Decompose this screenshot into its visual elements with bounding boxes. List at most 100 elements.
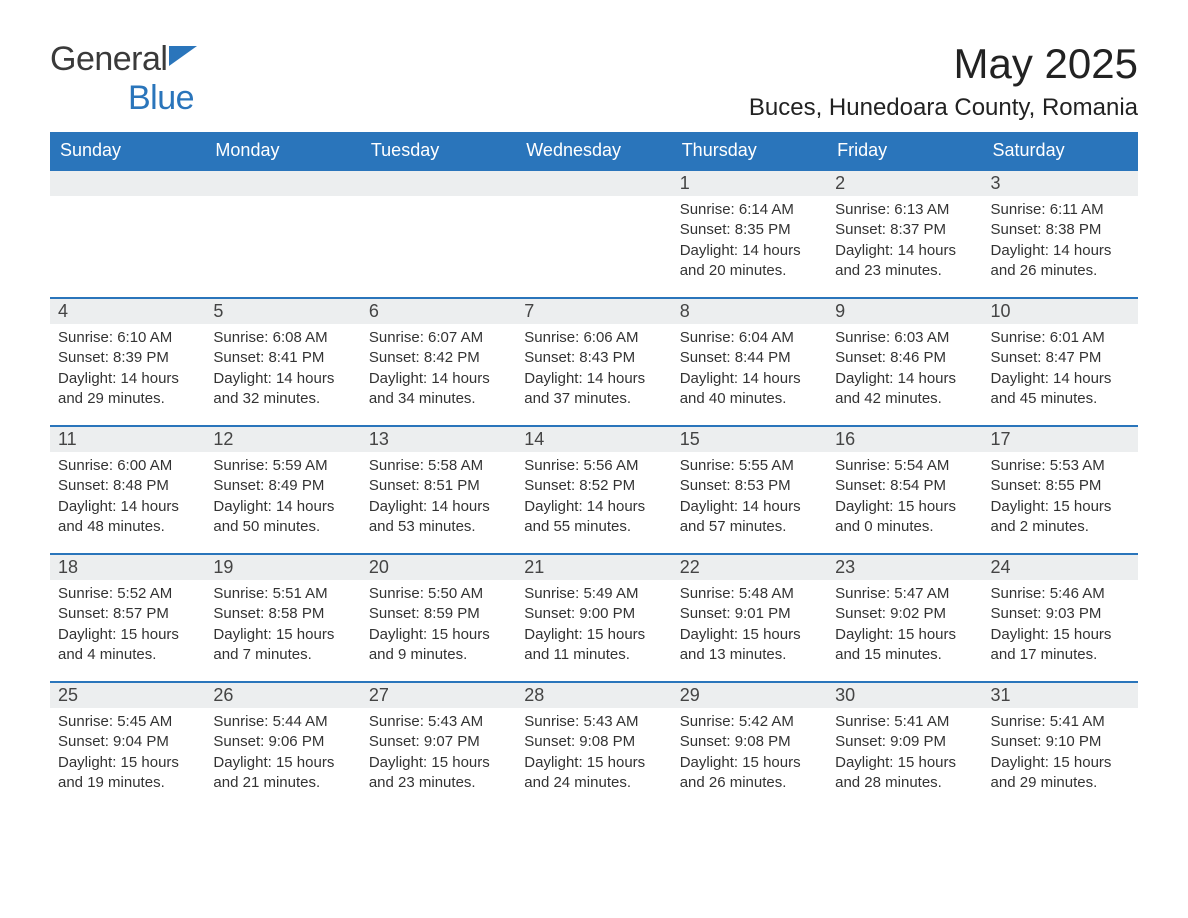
daylight-text: Daylight: 14 hours and 57 minutes. bbox=[680, 497, 819, 538]
day-number: 15 bbox=[672, 427, 827, 452]
sunset-text: Sunset: 8:35 PM bbox=[680, 220, 819, 240]
calendar-cell: 3Sunrise: 6:11 AMSunset: 8:38 PMDaylight… bbox=[983, 170, 1138, 298]
sunset-text: Sunset: 8:43 PM bbox=[524, 348, 663, 368]
daylight-text: Daylight: 14 hours and 23 minutes. bbox=[835, 241, 974, 282]
sunrise-text: Sunrise: 5:48 AM bbox=[680, 584, 819, 604]
day-number: 20 bbox=[361, 555, 516, 580]
month-title: May 2025 bbox=[749, 40, 1138, 88]
day-body: Sunrise: 5:58 AMSunset: 8:51 PMDaylight:… bbox=[361, 452, 516, 543]
daylight-text: Daylight: 15 hours and 4 minutes. bbox=[58, 625, 197, 666]
day-body: Sunrise: 5:53 AMSunset: 8:55 PMDaylight:… bbox=[983, 452, 1138, 543]
calendar-cell: 31Sunrise: 5:41 AMSunset: 9:10 PMDayligh… bbox=[983, 682, 1138, 810]
triangle-icon bbox=[169, 46, 197, 66]
calendar-cell: 14Sunrise: 5:56 AMSunset: 8:52 PMDayligh… bbox=[516, 426, 671, 554]
sunrise-text: Sunrise: 6:07 AM bbox=[369, 328, 508, 348]
calendar-cell: 15 Sunrise: 5:55 AMSunset: 8:53 PMDayligh… bbox=[672, 426, 827, 554]
calendar-week: 25Sunrise: 5:45 AMSunset: 9:04 PMDayligh… bbox=[50, 682, 1138, 810]
calendar-cell-empty bbox=[205, 170, 360, 298]
sunrise-text: Sunrise: 5:46 AM bbox=[991, 584, 1130, 604]
sunrise-text: Sunrise: 5:59 AM bbox=[213, 456, 352, 476]
day-number: 5 bbox=[205, 299, 360, 324]
calendar-cell: 6Sunrise: 6:07 AMSunset: 8:42 PMDaylight… bbox=[361, 298, 516, 426]
day-number: 22 bbox=[672, 555, 827, 580]
day-header: Tuesday bbox=[361, 132, 516, 170]
day-body: Sunrise: 5:43 AMSunset: 9:08 PMDaylight:… bbox=[516, 708, 671, 799]
sunset-text: Sunset: 8:58 PM bbox=[213, 604, 352, 624]
day-body: Sunrise: 6:07 AMSunset: 8:42 PMDaylight:… bbox=[361, 324, 516, 415]
day-number: 31 bbox=[983, 683, 1138, 708]
day-body: Sunrise: 5:44 AMSunset: 9:06 PMDaylight:… bbox=[205, 708, 360, 799]
calendar-head: SundayMondayTuesdayWednesdayThursdayFrid… bbox=[50, 132, 1138, 170]
sunrise-text: Sunrise: 6:03 AM bbox=[835, 328, 974, 348]
day-body: Sunrise: 5:47 AMSunset: 9:02 PMDaylight:… bbox=[827, 580, 982, 671]
day-number: 27 bbox=[361, 683, 516, 708]
sunset-text: Sunset: 9:08 PM bbox=[680, 732, 819, 752]
day-number: 9 bbox=[827, 299, 982, 324]
day-body: Sunrise: 5:41 AMSunset: 9:09 PMDaylight:… bbox=[827, 708, 982, 799]
sunrise-text: Sunrise: 5:51 AM bbox=[213, 584, 352, 604]
day-number: 11 bbox=[50, 427, 205, 452]
sunset-text: Sunset: 8:49 PM bbox=[213, 476, 352, 496]
daylight-text: Daylight: 14 hours and 20 minutes. bbox=[680, 241, 819, 282]
day-number: 6 bbox=[361, 299, 516, 324]
sunrise-text: Sunrise: 5:47 AM bbox=[835, 584, 974, 604]
day-header: Wednesday bbox=[516, 132, 671, 170]
daynum-empty bbox=[516, 171, 671, 196]
sunrise-text: Sunrise: 5:41 AM bbox=[991, 712, 1130, 732]
calendar-cell: 11Sunrise: 6:00 AMSunset: 8:48 PMDayligh… bbox=[50, 426, 205, 554]
calendar-cell: 18Sunrise: 5:52 AMSunset: 8:57 PMDayligh… bbox=[50, 554, 205, 682]
day-header: Thursday bbox=[672, 132, 827, 170]
calendar-week: 18Sunrise: 5:52 AMSunset: 8:57 PMDayligh… bbox=[50, 554, 1138, 682]
sunset-text: Sunset: 9:00 PM bbox=[524, 604, 663, 624]
sunset-text: Sunset: 8:51 PM bbox=[369, 476, 508, 496]
day-body: Sunrise: 5:52 AMSunset: 8:57 PMDaylight:… bbox=[50, 580, 205, 671]
calendar-week: 11 Sunrise: 6:00 AMSunset: 8:48 PM Dayligh… bbox=[50, 426, 1138, 554]
sunset-text: Sunset: 8:46 PM bbox=[835, 348, 974, 368]
day-number: 14 bbox=[516, 427, 671, 452]
sunset-text: Sunset: 8:59 PM bbox=[369, 604, 508, 624]
sunset-text: Sunset: 9:02 PM bbox=[835, 604, 974, 624]
day-body: Sunrise: 6:06 AMSunset: 8:43 PMDaylight:… bbox=[516, 324, 671, 415]
logo-blue: Blue bbox=[128, 79, 194, 117]
calendar-week: 1Sunrise: 6:14 AMSunset: 8:35 PMDaylight… bbox=[50, 170, 1138, 298]
day-number: 29 bbox=[672, 683, 827, 708]
daylight-text: Daylight: 15 hours and 11 minutes. bbox=[524, 625, 663, 666]
daylight-text: Daylight: 15 hours and 24 minutes. bbox=[524, 753, 663, 794]
calendar-cell: 13Sunrise: 5:58 AMSunset: 8:51 PMDayligh… bbox=[361, 426, 516, 554]
sunrise-text: Sunrise: 5:43 AM bbox=[369, 712, 508, 732]
calendar-cell: 23Sunrise: 5:47 AMSunset: 9:02 PMDayligh… bbox=[827, 554, 982, 682]
day-body: Sunrise: 5:45 AMSunset: 9:04 PMDaylight:… bbox=[50, 708, 205, 799]
sunrise-text: Sunrise: 5:55 AM bbox=[680, 456, 819, 476]
daylight-text: Daylight: 15 hours and 0 minutes. bbox=[835, 497, 974, 538]
day-header: Friday bbox=[827, 132, 982, 170]
daylight-text: Daylight: 14 hours and 34 minutes. bbox=[369, 369, 508, 410]
daylight-text: Daylight: 15 hours and 2 minutes. bbox=[991, 497, 1130, 538]
daynum-empty bbox=[50, 171, 205, 196]
sunrise-text: Sunrise: 6:01 AM bbox=[991, 328, 1130, 348]
sunrise-text: Sunrise: 6:00 AM bbox=[58, 456, 197, 476]
sunset-text: Sunset: 8:53 PM bbox=[680, 476, 819, 496]
sunset-text: Sunset: 9:10 PM bbox=[991, 732, 1130, 752]
daylight-text: Daylight: 15 hours and 15 minutes. bbox=[835, 625, 974, 666]
calendar-cell: 8Sunrise: 6:04 AMSunset: 8:44 PMDaylight… bbox=[672, 298, 827, 426]
calendar-cell-empty bbox=[516, 170, 671, 298]
day-body: Sunrise: 5:42 AMSunset: 9:08 PMDaylight:… bbox=[672, 708, 827, 799]
sunrise-text: Sunrise: 5:53 AM bbox=[991, 456, 1130, 476]
day-number: 8 bbox=[672, 299, 827, 324]
calendar-cell: 26Sunrise: 5:44 AMSunset: 9:06 PMDayligh… bbox=[205, 682, 360, 810]
sunset-text: Sunset: 8:48 PM bbox=[58, 476, 197, 496]
sunset-text: Sunset: 9:03 PM bbox=[991, 604, 1130, 624]
brand-logo: General Blue bbox=[50, 40, 197, 118]
sunset-text: Sunset: 8:47 PM bbox=[991, 348, 1130, 368]
calendar-cell: 19Sunrise: 5:51 AMSunset: 8:58 PMDayligh… bbox=[205, 554, 360, 682]
sunset-text: Sunset: 8:38 PM bbox=[991, 220, 1130, 240]
daynum-empty bbox=[205, 171, 360, 196]
daylight-text: Daylight: 15 hours and 28 minutes. bbox=[835, 753, 974, 794]
calendar-cell: 29Sunrise: 5:42 AMSunset: 9:08 PMDayligh… bbox=[672, 682, 827, 810]
day-body: Sunrise: 5:50 AMSunset: 8:59 PMDaylight:… bbox=[361, 580, 516, 671]
calendar-week: 4Sunrise: 6:10 AMSunset: 8:39 PMDaylight… bbox=[50, 298, 1138, 426]
sunset-text: Sunset: 8:55 PM bbox=[991, 476, 1130, 496]
sunrise-text: Sunrise: 6:04 AM bbox=[680, 328, 819, 348]
daylight-text: Daylight: 14 hours and 32 minutes. bbox=[213, 369, 352, 410]
sunset-text: Sunset: 8:41 PM bbox=[213, 348, 352, 368]
